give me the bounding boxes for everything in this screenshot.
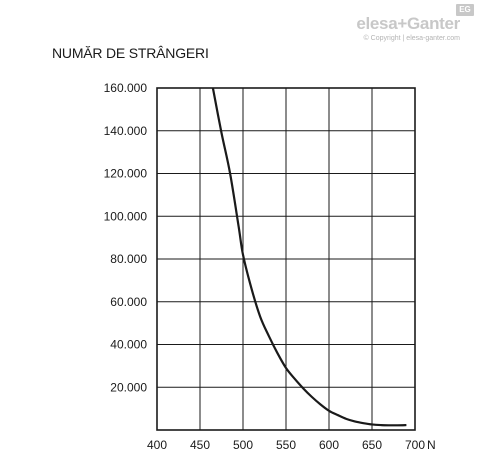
x-tick-label: 400 [147, 438, 167, 452]
x-tick-label: 550 [276, 438, 296, 452]
y-tick-label: 140.000 [104, 124, 148, 138]
y-tick-label: 120.000 [104, 167, 148, 181]
brand-copyright: © Copyright | elesa-ganter.com [363, 35, 460, 42]
x-unit-label: N [427, 438, 436, 452]
x-tick-label: 650 [362, 438, 382, 452]
y-tick-label: 80.000 [110, 252, 147, 266]
x-tick-label: 600 [319, 438, 339, 452]
plot-frame [156, 87, 416, 431]
x-tick-label: 500 [233, 438, 253, 452]
y-tick-label: 160.000 [104, 81, 148, 95]
y-tick-label: 40.000 [110, 338, 147, 352]
y-tick-label: 20.000 [110, 380, 147, 394]
brand-logo: elesa+Ganter [356, 14, 460, 33]
brand-watermark: elesa+Ganter EG © Copyright | elesa-gant… [356, 4, 474, 42]
brand-badge: EG [456, 4, 474, 16]
x-tick-label: 700 [405, 438, 425, 452]
x-tick-label: 450 [190, 438, 210, 452]
y-axis-label: NUMĂR DE STRÂNGERI [52, 45, 209, 61]
series-line [211, 87, 407, 427]
y-tick-label: 60.000 [110, 295, 147, 309]
y-tick-label: 100.000 [104, 209, 148, 223]
